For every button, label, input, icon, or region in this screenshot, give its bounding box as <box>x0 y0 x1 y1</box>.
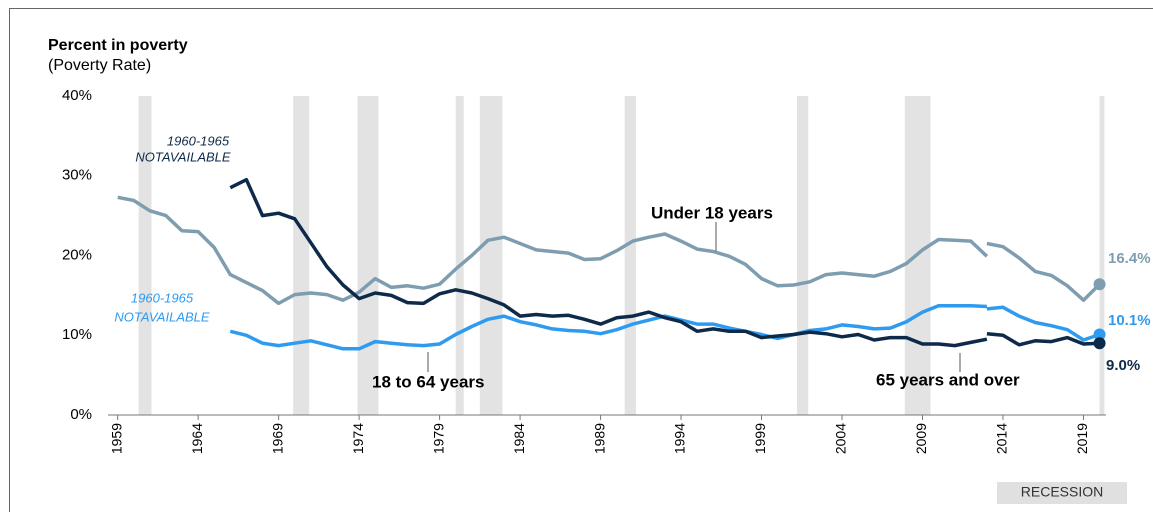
recession-band <box>797 96 808 415</box>
recession-band <box>625 96 636 415</box>
series-label: Under 18 years <box>651 203 773 222</box>
annotation: NOTAVAILABLE <box>135 149 230 164</box>
frame <box>10 9 1153 513</box>
recession-band <box>480 96 503 415</box>
value-label: 9.0% <box>1106 357 1140 374</box>
recession-band <box>139 96 152 415</box>
x-tick-label: 1984 <box>511 423 527 454</box>
x-tick-label: 1989 <box>591 423 607 454</box>
series-label: 18 to 64 years <box>372 372 484 391</box>
chart-subtitle: (Poverty Rate) <box>48 57 151 74</box>
x-tick-label: 1974 <box>350 423 366 454</box>
series-label: 65 years and over <box>876 370 1020 389</box>
x-tick-label: 1994 <box>672 423 688 454</box>
x-tick-label: 1999 <box>752 423 768 454</box>
end-point <box>1094 337 1106 349</box>
x-tick-label: 1964 <box>189 423 205 454</box>
recession-band <box>293 96 309 415</box>
y-tick-label: 10% <box>62 326 92 343</box>
y-tick-label: 20% <box>62 246 92 263</box>
y-tick-label: 30% <box>62 167 92 184</box>
annotation: NOTAVAILABLE <box>114 309 209 324</box>
legend-label: RECESSION <box>1021 484 1103 500</box>
x-tick-label: 2004 <box>833 423 849 454</box>
x-tick-label: 1979 <box>430 423 446 454</box>
x-tick-label: 1969 <box>269 423 285 454</box>
recession-band <box>358 96 379 415</box>
x-tick-label: 2014 <box>994 423 1010 454</box>
annotation: 1960-1965 <box>167 133 230 148</box>
annotation: 1960-1965 <box>131 290 194 305</box>
y-tick-label: 40% <box>62 87 92 104</box>
value-label: 10.1% <box>1108 312 1151 329</box>
value-label: 16.4% <box>1108 250 1151 267</box>
series-line <box>118 197 1100 303</box>
x-tick-label: 1959 <box>108 423 124 454</box>
recession-band <box>1100 96 1105 415</box>
y-tick-label: 0% <box>70 406 92 423</box>
x-tick-label: 2009 <box>913 423 929 454</box>
end-point <box>1094 278 1106 290</box>
chart-title: Percent in poverty <box>48 37 188 54</box>
recession-band <box>456 96 464 415</box>
x-tick-label: 2019 <box>1074 423 1090 454</box>
